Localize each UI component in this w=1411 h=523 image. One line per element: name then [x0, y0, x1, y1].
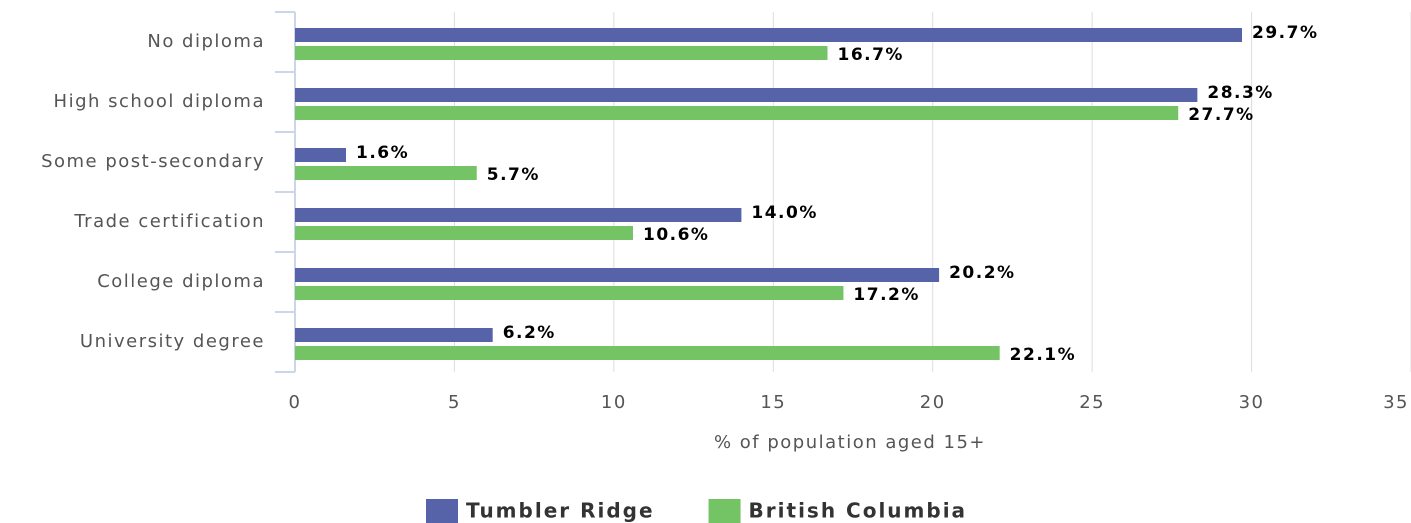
bar	[295, 268, 940, 282]
y-tick-label: High school diploma	[54, 91, 265, 112]
x-tick-label: 20	[920, 392, 946, 413]
value-label: 14.0%	[751, 203, 817, 223]
legend-label: Tumbler Ridge	[466, 499, 655, 523]
bar	[295, 328, 493, 342]
bar	[295, 346, 1000, 360]
x-tick-label: 30	[1239, 392, 1265, 413]
y-tick-label: College diploma	[97, 271, 265, 292]
value-label: 22.1%	[1010, 345, 1076, 365]
value-label: 10.6%	[643, 225, 709, 245]
y-tick-label: Trade certification	[73, 211, 265, 232]
bar	[295, 148, 347, 162]
legend-label: British Columbia	[749, 499, 968, 523]
value-label: 6.2%	[503, 323, 556, 343]
y-tick-label: Some post-secondary	[41, 151, 265, 172]
x-tick-label: 0	[289, 392, 302, 413]
x-tick-label: 15	[760, 392, 786, 413]
value-label: 17.2%	[853, 285, 919, 305]
bar	[295, 166, 477, 180]
value-label: 16.7%	[837, 45, 903, 65]
bar	[295, 208, 742, 222]
value-label: 5.7%	[487, 165, 540, 185]
bar	[295, 88, 1198, 102]
x-tick-label: 25	[1079, 392, 1105, 413]
bar	[295, 226, 633, 240]
value-label: 29.7%	[1252, 23, 1318, 43]
bar	[295, 106, 1179, 120]
x-tick-label: 10	[601, 392, 627, 413]
x-tick-label: 35	[1383, 392, 1409, 413]
x-axis-title: % of population aged 15+	[714, 432, 986, 453]
value-label: 27.7%	[1188, 105, 1254, 125]
bar	[295, 286, 844, 300]
bar	[295, 46, 828, 60]
value-label: 1.6%	[356, 143, 409, 163]
legend-swatch	[426, 499, 458, 523]
y-tick-label: No diploma	[147, 31, 265, 52]
y-tick-label: University degree	[80, 331, 265, 352]
value-label: 20.2%	[949, 263, 1015, 283]
value-label: 28.3%	[1207, 83, 1273, 103]
bar	[295, 28, 1243, 42]
x-tick-label: 5	[448, 392, 461, 413]
legend-swatch	[708, 499, 741, 523]
